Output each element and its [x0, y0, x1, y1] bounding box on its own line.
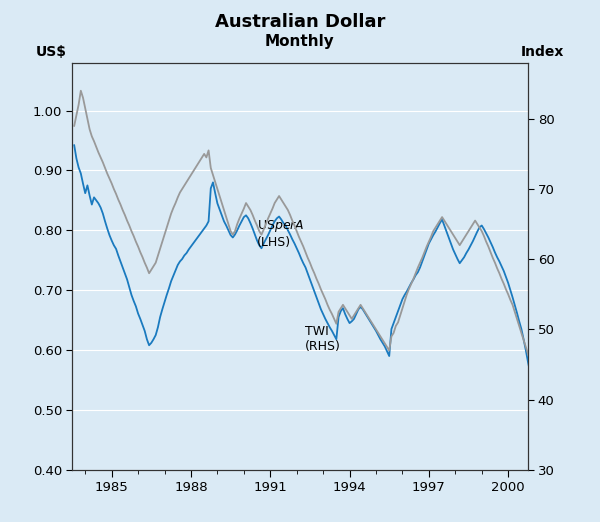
Text: US$: US$ [35, 44, 67, 58]
Text: Australian Dollar: Australian Dollar [215, 13, 385, 31]
Text: US$ per A$
(LHS): US$ per A$ (LHS) [257, 218, 305, 249]
Text: Monthly: Monthly [265, 34, 335, 49]
Text: Index: Index [521, 44, 565, 58]
Text: TWI
(RHS): TWI (RHS) [305, 325, 341, 353]
